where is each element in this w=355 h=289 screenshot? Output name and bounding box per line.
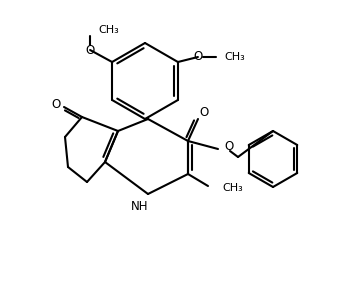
Text: O: O [86,44,95,57]
Text: O: O [200,107,209,119]
Text: O: O [51,99,61,112]
Text: O: O [193,51,203,64]
Text: CH₃: CH₃ [222,183,243,193]
Text: CH₃: CH₃ [224,52,245,62]
Text: NH: NH [131,199,149,212]
Text: O: O [224,140,233,153]
Text: CH₃: CH₃ [98,25,119,35]
